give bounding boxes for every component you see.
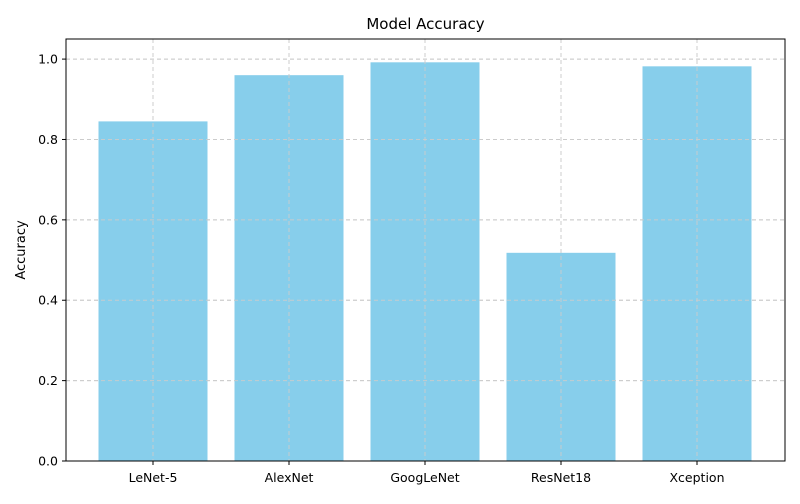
y-tick-label: 0.4 [38,293,58,308]
x-tick-label: ResNet18 [531,470,591,485]
bar-googlenet [370,62,480,461]
y-tick-label: 0.0 [38,454,58,469]
x-tick-label: AlexNet [265,470,314,485]
y-tick-label: 0.2 [38,373,58,388]
y-axis-ticks: 0.0 0.2 0.4 0.6 0.8 1.0 [38,52,66,469]
x-tick-label: LeNet-5 [129,470,178,485]
y-tick-label: 0.6 [38,212,58,227]
x-tick-label: Xception [669,470,724,485]
bars [66,39,785,462]
x-axis-ticks: LeNet-5 AlexNet GoogLeNet ResNet18 Xception [129,461,725,485]
y-axis-label: Accuracy [14,220,29,280]
y-tick-label: 0.8 [38,132,58,147]
chart-title: Model Accuracy [366,15,484,33]
x-tick-label: GoogLeNet [390,470,459,485]
y-tick-label: 1.0 [38,52,58,67]
